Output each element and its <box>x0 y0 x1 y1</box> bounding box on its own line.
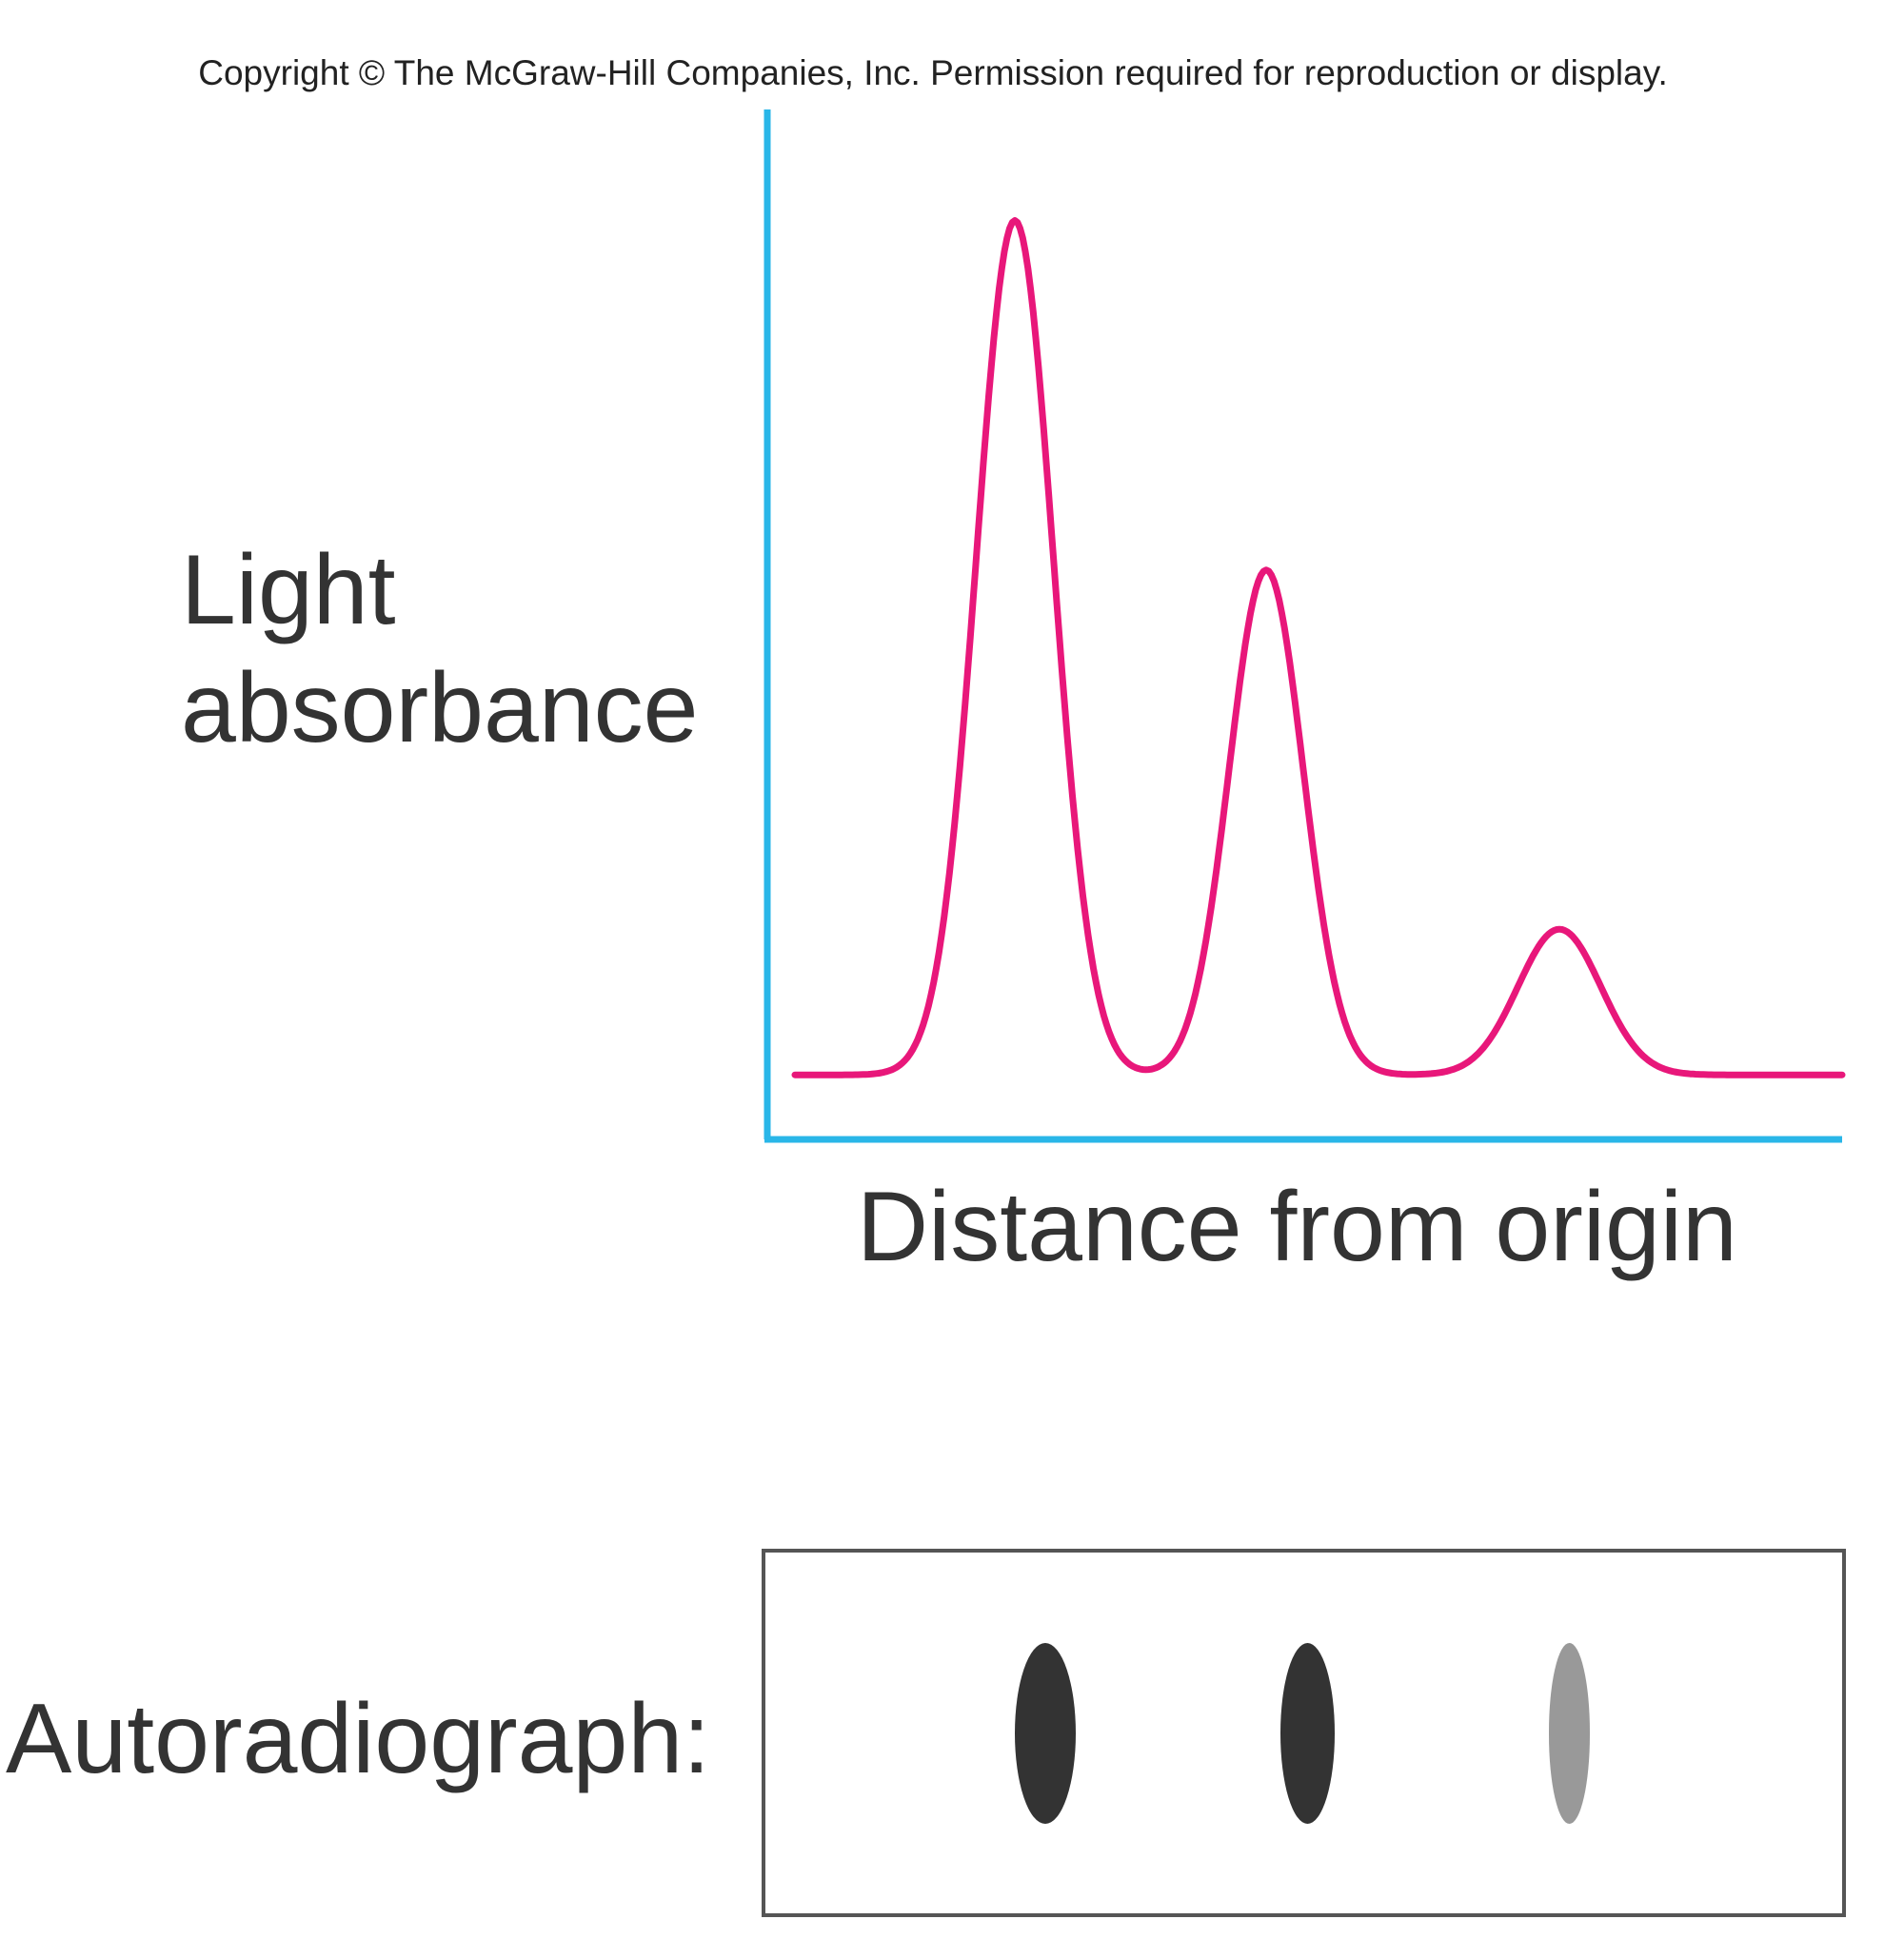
x-axis-label: Distance from origin <box>857 1172 1737 1282</box>
copyright-notice: Copyright © The McGraw-Hill Companies, I… <box>198 53 1668 92</box>
absorbance-curve <box>791 217 1846 1078</box>
y-axis-label-line-2: absorbance <box>181 653 699 763</box>
autoradiograph-band <box>1015 1642 1077 1824</box>
autoradiograph-band <box>1279 1642 1335 1824</box>
autoradiograph-band <box>1548 1642 1591 1824</box>
autoradiograph-panel <box>762 1549 1846 1917</box>
y-axis-label-line-1: Light <box>181 535 396 645</box>
y-axis-label: Light absorbance <box>181 531 699 767</box>
autoradiograph-label: Autoradiograph: <box>6 1684 711 1794</box>
absorbance-chart <box>764 109 1846 1143</box>
